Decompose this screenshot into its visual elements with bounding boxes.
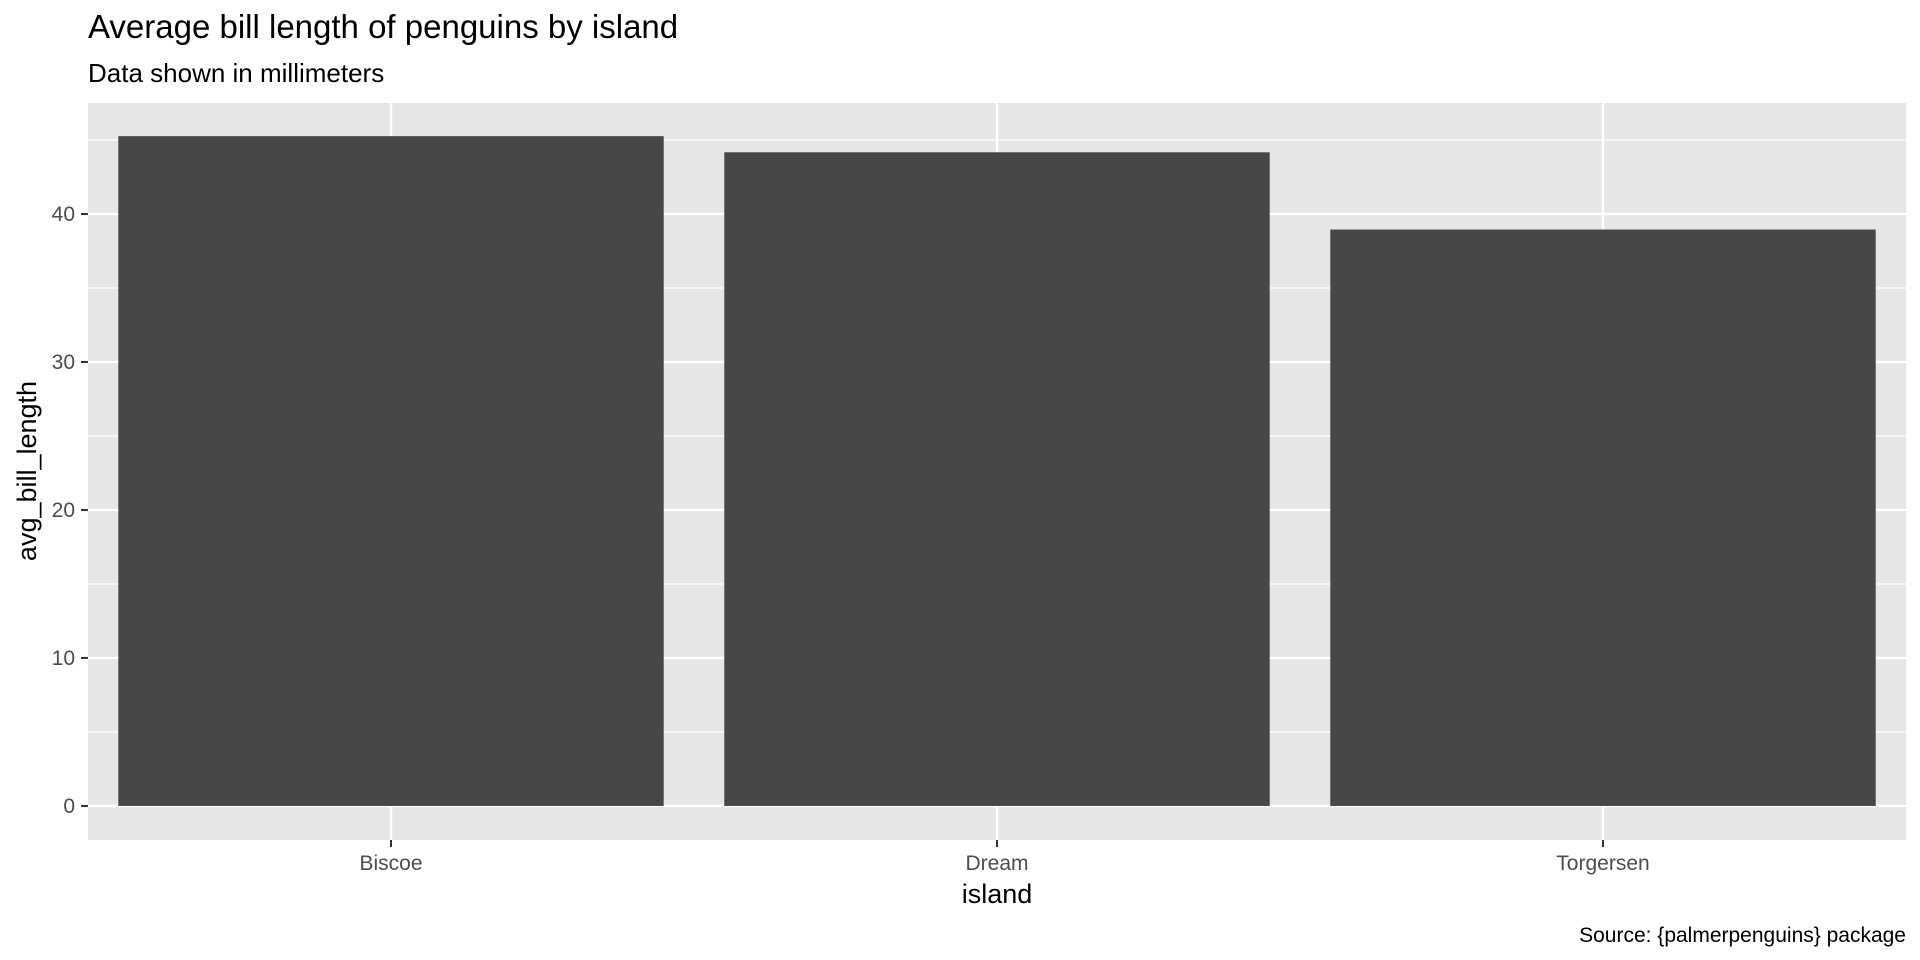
x-tick-label: Dream	[965, 852, 1028, 875]
chart-title: Average bill length of penguins by islan…	[88, 8, 678, 45]
bar-dream	[724, 152, 1270, 806]
bars	[118, 136, 1876, 806]
x-axis-title: island	[962, 879, 1033, 909]
axes: 0 10 20 30 40 Biscoe Dream Torgersen	[52, 203, 1650, 875]
bar-torgersen	[1330, 229, 1876, 806]
y-tick-label: 0	[63, 795, 75, 818]
y-tick-label: 40	[52, 203, 75, 226]
chart-caption: Source: {palmerpenguins} package	[1579, 924, 1906, 947]
bar-biscoe	[118, 136, 664, 806]
x-tick-label: Biscoe	[359, 852, 422, 875]
y-tick-label: 20	[52, 499, 75, 522]
chart-subtitle: Data shown in millimeters	[88, 58, 384, 88]
y-axis-title: avg_bill_length	[12, 381, 42, 561]
y-tick-label: 10	[52, 647, 75, 670]
x-tick-label: Torgersen	[1556, 852, 1649, 875]
y-tick-label: 30	[52, 351, 75, 374]
